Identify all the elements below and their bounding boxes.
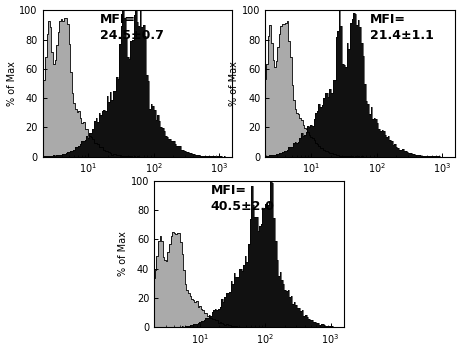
- Text: MFI=
21.4±1.1: MFI= 21.4±1.1: [370, 13, 434, 42]
- Y-axis label: % of Max: % of Max: [229, 61, 239, 106]
- Y-axis label: % of Max: % of Max: [118, 232, 128, 276]
- Y-axis label: % of Max: % of Max: [7, 61, 17, 106]
- Text: MFI=
24.5±0.7: MFI= 24.5±0.7: [100, 13, 164, 42]
- Text: MFI=
40.5±2.0: MFI= 40.5±2.0: [211, 184, 275, 213]
